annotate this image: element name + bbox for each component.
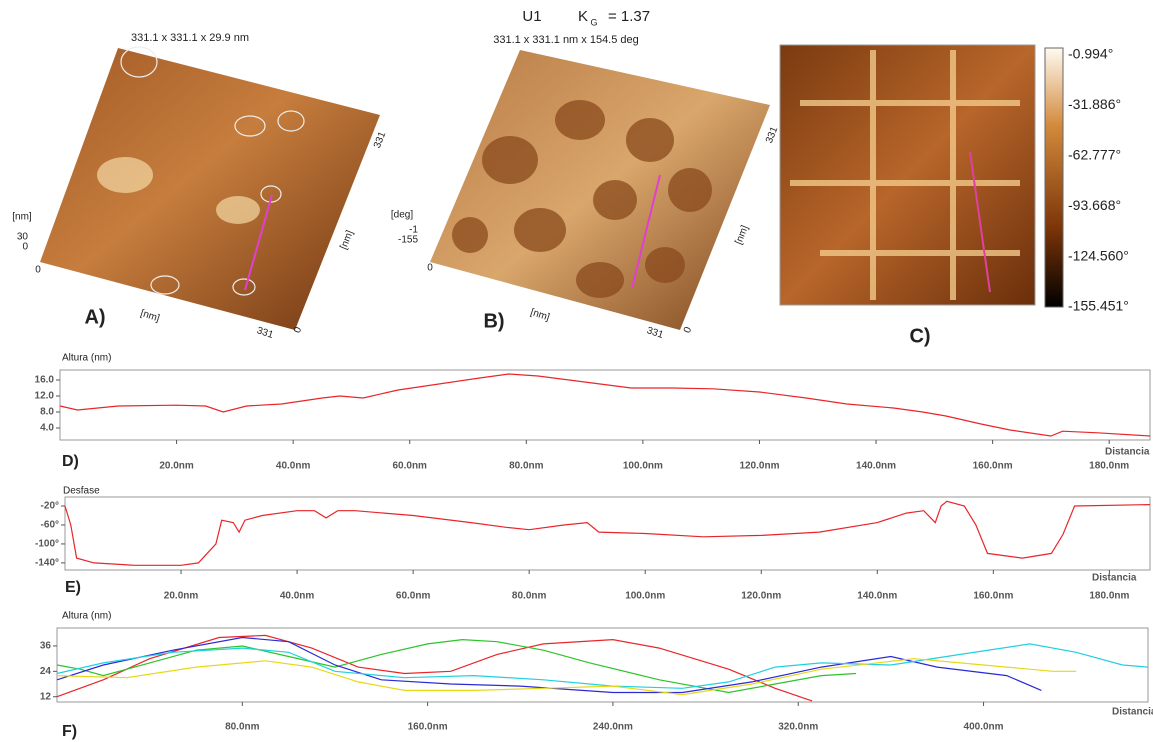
- colorbar-label: -0.994°: [1068, 46, 1113, 62]
- panel-c: -0.994° -31.886° -62.777° -93.668° -124.560°…: [780, 45, 1129, 347]
- axis-label: 0: [292, 325, 304, 335]
- highlight: [97, 157, 153, 193]
- colorbar-label: -124.560°: [1068, 247, 1129, 263]
- panel-label: F): [62, 723, 77, 740]
- axis-label: -155: [398, 235, 418, 246]
- axis-label: 331: [372, 130, 389, 150]
- x-tick-label: 100.0nm: [623, 461, 663, 472]
- axis-label: [deg]: [391, 210, 413, 221]
- axis-label: [nm]: [12, 212, 32, 223]
- x-tick-label: 400.0nm: [964, 722, 1004, 733]
- k-symbol: K: [578, 8, 588, 25]
- x-tick-label: 80.0nm: [225, 722, 260, 733]
- x-tick-label: 60.0nm: [396, 591, 431, 602]
- panel-label: B): [483, 310, 504, 332]
- panel-label: C): [909, 325, 930, 347]
- y-tick-label: 12: [40, 691, 52, 702]
- caption: 331.1 x 331.1 x 29.9 nm: [131, 32, 249, 44]
- x-tick-label: 20.0nm: [164, 591, 199, 602]
- x-axis-title: Distancia: [1092, 573, 1137, 584]
- highlight: [216, 196, 260, 224]
- y-tick-label: 8.0: [40, 407, 54, 418]
- colorbar-label: -155.451°: [1068, 298, 1129, 314]
- panel-label: D): [62, 453, 79, 470]
- panel-a: 331.1 x 331.1 x 29.9 nm [nm] 30 0 0 [nm]…: [12, 32, 388, 341]
- axis-label: [nm]: [139, 308, 161, 325]
- x-tick-label: 80.0nm: [509, 461, 544, 472]
- x-tick-label: 80.0nm: [512, 591, 547, 602]
- y-axis-title: Altura (nm): [62, 353, 111, 364]
- panel-b: U1 K G = 1.37 331.1 x 331.1 nm x 154.5 d…: [391, 8, 781, 341]
- x-tick-label: 20.0nm: [159, 461, 194, 472]
- surface-a: [40, 48, 380, 330]
- axis-label: 0: [682, 325, 694, 335]
- y-tick-label: -20°: [41, 501, 59, 512]
- colorbar-label: -62.777°: [1068, 147, 1121, 163]
- axis-label: [nm]: [733, 224, 751, 246]
- x-tick-label: 100.0nm: [625, 591, 665, 602]
- x-tick-label: 160.0nm: [973, 461, 1013, 472]
- plot-area: [65, 497, 1150, 570]
- colorbar-label: -31.886°: [1068, 96, 1121, 112]
- phase-image: [780, 45, 1035, 305]
- axis-label: 331: [764, 125, 781, 145]
- x-tick-label: 240.0nm: [593, 722, 633, 733]
- axis-label: 0: [427, 263, 433, 274]
- y-tick-label: 36: [40, 641, 52, 652]
- x-tick-label: 140.0nm: [857, 591, 897, 602]
- y-tick-label: 16.0: [35, 375, 55, 386]
- x-tick-label: 320.0nm: [778, 722, 818, 733]
- axis-label: [nm]: [338, 229, 356, 251]
- colorbar: [1045, 48, 1063, 307]
- axis-label: 331: [255, 325, 275, 341]
- y-tick-label: 4.0: [40, 423, 54, 434]
- k-value: = 1.37: [608, 8, 650, 25]
- x-axis-title: Distancia: [1112, 707, 1153, 718]
- panel-label: A): [84, 306, 105, 328]
- x-tick-label: 180.0nm: [1089, 461, 1129, 472]
- y-tick-label: -60°: [41, 520, 59, 531]
- x-tick-label: 120.0nm: [739, 461, 779, 472]
- axis-label: 0: [22, 242, 28, 253]
- y-axis-title: Altura (nm): [62, 611, 111, 622]
- x-tick-label: 160.0nm: [973, 591, 1013, 602]
- x-tick-label: 180.0nm: [1089, 591, 1129, 602]
- x-tick-label: 140.0nm: [856, 461, 896, 472]
- colorbar-labels: -0.994° -31.886° -62.777° -93.668° -124.560°…: [1068, 46, 1129, 314]
- k-subscript: G: [590, 17, 597, 27]
- y-tick-label: 24: [40, 666, 52, 677]
- x-tick-label: 40.0nm: [276, 461, 311, 472]
- x-tick-label: 120.0nm: [741, 591, 781, 602]
- panel-label: E): [65, 579, 81, 596]
- axis-label: 331: [645, 325, 665, 341]
- x-tick-label: 160.0nm: [408, 722, 448, 733]
- sample-label: U1: [522, 8, 541, 25]
- y-axis-title: Desfase: [63, 486, 100, 497]
- colorbar-label: -93.668°: [1068, 197, 1121, 213]
- plot-area: [60, 370, 1150, 440]
- axis-label: [nm]: [529, 307, 551, 324]
- y-tick-label: -140°: [35, 558, 59, 569]
- x-axis-title: Distancia: [1105, 447, 1150, 458]
- figure: 331.1 x 331.1 x 29.9 nm [nm] 30 0 0 [nm]…: [0, 0, 1153, 742]
- x-tick-label: 60.0nm: [392, 461, 427, 472]
- axis-label: 0: [35, 265, 41, 276]
- y-tick-label: -100°: [35, 539, 59, 550]
- caption: 331.1 x 331.1 nm x 154.5 deg: [493, 34, 639, 46]
- y-tick-label: 12.0: [35, 391, 55, 402]
- x-tick-label: 40.0nm: [280, 591, 315, 602]
